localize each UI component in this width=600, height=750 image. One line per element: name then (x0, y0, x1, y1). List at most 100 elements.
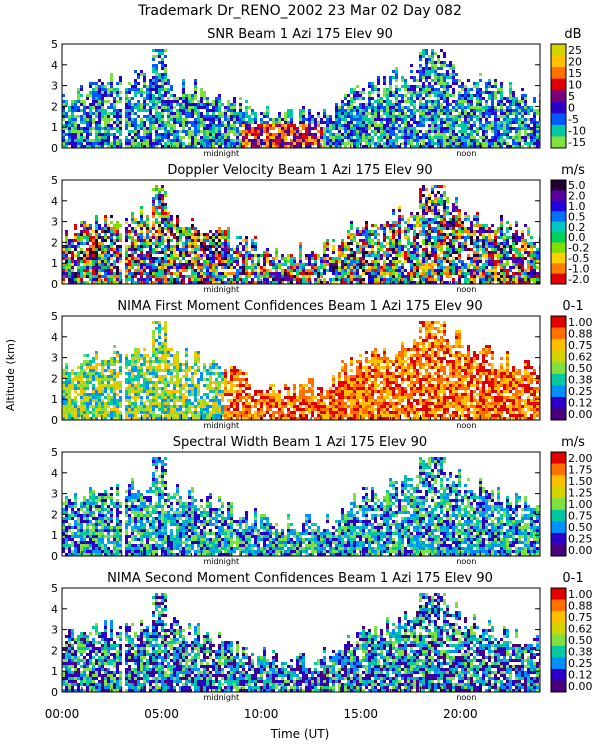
heatmap-cell (395, 106, 398, 109)
heatmap-cell (395, 278, 398, 281)
heatmap-cell (317, 257, 320, 260)
heatmap-cell (449, 64, 452, 67)
heatmap-cell (434, 197, 437, 200)
heatmap-cell (128, 260, 131, 263)
heatmap-cell (245, 130, 248, 133)
heatmap-cell (158, 212, 161, 215)
heatmap-cell (197, 230, 200, 233)
heatmap-cell (191, 236, 194, 239)
heatmap-cell (302, 112, 305, 115)
heatmap-cell (473, 142, 476, 145)
heatmap-cell (95, 260, 98, 263)
heatmap-cell (437, 139, 440, 142)
heatmap-cell (281, 269, 284, 272)
heatmap-cell (92, 257, 95, 260)
heatmap-cell (104, 260, 107, 263)
heatmap-cell (461, 136, 464, 139)
heatmap-cell (98, 88, 101, 91)
heatmap-cell (179, 281, 182, 284)
heatmap-cell (467, 218, 470, 221)
heatmap-cell (500, 127, 503, 130)
heatmap-cell (134, 242, 137, 245)
heatmap-cell (533, 115, 536, 118)
heatmap-cell (173, 142, 176, 145)
heatmap-cell (62, 251, 65, 254)
heatmap-cell (155, 91, 158, 94)
heatmap-cell (386, 136, 389, 139)
heatmap-cell (488, 115, 491, 118)
heatmap-cell (104, 245, 107, 248)
heatmap-cell (131, 257, 134, 260)
heatmap-cell (251, 239, 254, 242)
heatmap-cell (437, 248, 440, 251)
heatmap-cell (62, 127, 65, 130)
heatmap-cell (191, 272, 194, 275)
heatmap-cell (191, 136, 194, 139)
heatmap-cell (452, 251, 455, 254)
heatmap-cell (125, 109, 128, 112)
heatmap-cell (374, 121, 377, 124)
heatmap-cell (206, 245, 209, 248)
heatmap-cell (272, 281, 275, 284)
heatmap-cell (131, 136, 134, 139)
heatmap-cell (95, 224, 98, 227)
heatmap-cell (221, 124, 224, 127)
heatmap-cell (116, 236, 119, 239)
heatmap-cell (395, 242, 398, 245)
heatmap-cell (410, 103, 413, 106)
heatmap-cell (482, 275, 485, 278)
heatmap-cell (377, 257, 380, 260)
heatmap-cell (425, 239, 428, 242)
heatmap-cell (434, 67, 437, 70)
heatmap-cell (182, 130, 185, 133)
heatmap-cell (527, 142, 530, 145)
heatmap-cell (485, 236, 488, 239)
heatmap-cell (374, 118, 377, 121)
heatmap-cell (68, 115, 71, 118)
heatmap-cell (404, 254, 407, 257)
heatmap-cell (359, 257, 362, 260)
heatmap-cell (155, 73, 158, 76)
heatmap-cell (116, 121, 119, 124)
heatmap-cell (509, 100, 512, 103)
heatmap-cell (290, 121, 293, 124)
panel-title: SNR Beam 1 Azi 175 Elev 90 (207, 27, 393, 42)
heatmap-cell (368, 269, 371, 272)
heatmap-cell (164, 269, 167, 272)
heatmap-cell (293, 139, 296, 142)
heatmap-cell (485, 145, 488, 148)
heatmap-cell (494, 91, 497, 94)
heatmap-cell (110, 263, 113, 266)
heatmap-cell (224, 257, 227, 260)
heatmap-cell (392, 227, 395, 230)
heatmap-cell (71, 251, 74, 254)
heatmap-cell (116, 224, 119, 227)
heatmap-cell (425, 245, 428, 248)
heatmap-cell (440, 67, 443, 70)
heatmap-cell (401, 275, 404, 278)
heatmap-cell (368, 85, 371, 88)
heatmap-cell (176, 121, 179, 124)
heatmap-cell (317, 266, 320, 269)
heatmap-cell (188, 106, 191, 109)
heatmap-cell (218, 251, 221, 254)
heatmap-cell (275, 281, 278, 284)
heatmap-cell (146, 263, 149, 266)
heatmap-cell (218, 100, 221, 103)
heatmap-cell (341, 281, 344, 284)
heatmap-cell (146, 139, 149, 142)
heatmap-cell (98, 242, 101, 245)
heatmap-cell (137, 106, 140, 109)
heatmap-cell (302, 139, 305, 142)
heatmap-cell (149, 82, 152, 85)
heatmap-cell (317, 281, 320, 284)
heatmap-cell (347, 94, 350, 97)
heatmap-cell (419, 100, 422, 103)
heatmap-cell (530, 118, 533, 121)
heatmap-cell (143, 76, 146, 79)
heatmap-cell (182, 245, 185, 248)
heatmap-cell (422, 194, 425, 197)
heatmap-cell (89, 121, 92, 124)
colorbar-unit: dB (564, 27, 581, 42)
midnight-marker: midnight (203, 149, 239, 158)
